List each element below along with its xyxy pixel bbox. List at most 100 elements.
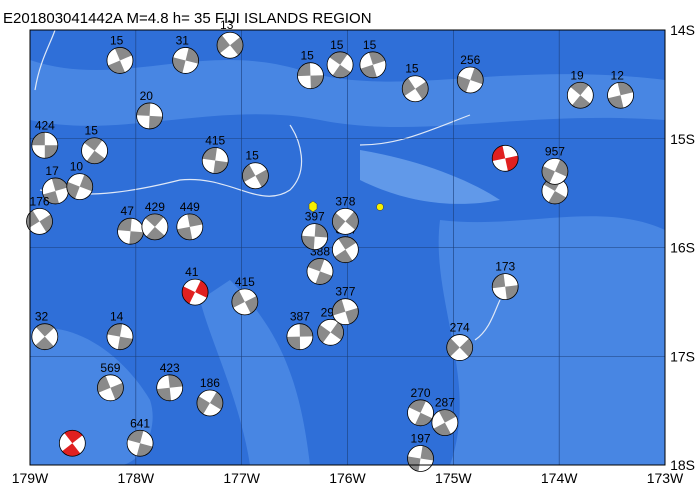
beachball (401, 75, 429, 103)
beachball (317, 318, 344, 346)
compressional-quadrant (543, 177, 567, 204)
depth-label: 424 (35, 118, 55, 132)
depth-label: 377 (335, 285, 355, 299)
beachball-outline (106, 323, 134, 351)
lat-tick-label: 16S (670, 240, 695, 256)
compressional-quadrant (332, 211, 359, 232)
beachball-outline (136, 102, 163, 130)
beachball (359, 51, 387, 79)
beachball (81, 137, 108, 165)
lon-tick-label: 179W (12, 470, 49, 486)
beachball-outline (491, 273, 519, 301)
depth-label: 569 (100, 361, 120, 375)
depth-label: 19 (570, 68, 584, 82)
depth-label: 15 (300, 49, 314, 63)
station-marker (376, 203, 384, 211)
beachball-outline (306, 258, 334, 285)
beachball (181, 278, 209, 306)
plate-boundaries (34, 29, 501, 341)
beachball-outline (58, 429, 86, 457)
beachball-outline (201, 147, 229, 174)
depth-label: 256 (460, 53, 480, 67)
lat-tick-label: 18S (670, 457, 695, 473)
depth-label: 641 (130, 416, 150, 430)
compressional-quadrant (297, 62, 324, 89)
depth-label: 957 (545, 144, 565, 158)
beachball (136, 102, 163, 130)
depth-label: 32 (35, 310, 49, 324)
compressional-quadrant (332, 299, 359, 325)
depth-label: 449 (180, 200, 200, 214)
compressional-quadrant (408, 399, 433, 426)
depth-label: 29 (321, 305, 335, 319)
depth-label: 13 (220, 18, 234, 32)
beachball (196, 389, 224, 417)
beachball-outline (216, 31, 244, 59)
depth-label: 387 (290, 310, 310, 324)
compressional-quadrant (26, 210, 53, 233)
depth-label: 197 (411, 431, 431, 445)
beachball (541, 157, 569, 185)
compressional-quadrant (172, 47, 199, 74)
beachball-outline (286, 323, 314, 351)
compressional-quadrant (492, 273, 519, 300)
compressional-quadrant (329, 51, 351, 78)
depth-label: 429 (145, 200, 165, 214)
station-marker (308, 200, 318, 213)
beachball (172, 47, 199, 74)
beachball (26, 207, 53, 235)
beachball (297, 62, 324, 90)
compressional-quadrant (231, 290, 258, 314)
depth-label: 15 (110, 33, 124, 47)
compressional-quadrant (84, 137, 105, 164)
lon-tick-label: 175W (435, 470, 472, 486)
beachball-outline (31, 131, 59, 159)
compressional-quadrant (307, 258, 333, 285)
compressional-quadrant (145, 213, 165, 240)
depth-label: 47 (121, 204, 135, 218)
axis-labels: 179W 178W 177W 176W 175W 174W 173W 14S 15S 16S 17S… (12, 22, 695, 486)
beachball (331, 298, 359, 326)
beachball-outline (331, 236, 359, 264)
map-frame (29, 29, 666, 466)
beachball-outline (196, 389, 224, 417)
compressional-quadrant (433, 409, 457, 436)
lon-tick-label: 176W (329, 470, 366, 486)
beachball-outline (431, 409, 459, 436)
compressional-quadrant (117, 218, 144, 245)
compressional-quadrant (402, 77, 429, 100)
compressional-quadrant (202, 147, 229, 174)
compressional-quadrant (607, 82, 634, 109)
lon-tick-label: 177W (223, 470, 260, 486)
beachball (106, 323, 134, 351)
lon-tick-label: 178W (118, 470, 155, 486)
compressional-quadrant (177, 213, 203, 240)
beachball-outline (242, 162, 269, 190)
beachball (106, 47, 134, 74)
beachball-outline (566, 81, 594, 109)
compressional-quadrant (136, 102, 163, 129)
beachball-outline (141, 213, 169, 241)
beachball (242, 162, 269, 190)
compressional-quadrant (334, 236, 357, 263)
depth-label: 10 (70, 160, 84, 174)
beachball (126, 429, 154, 457)
depth-label: 12 (611, 68, 625, 82)
depth-label: 14 (110, 310, 124, 324)
beachball-outline (491, 144, 519, 172)
compressional-quadrant (196, 391, 223, 415)
beachball-outline (301, 223, 329, 251)
depth-label: 270 (411, 386, 431, 400)
beachball-outline (331, 298, 359, 326)
beachball-outline (407, 399, 434, 427)
beachball (231, 288, 259, 316)
depth-label: 31 (176, 33, 190, 47)
beachball-outline (407, 445, 434, 472)
compressional-quadrant (216, 35, 244, 56)
beachball-outline (156, 374, 184, 402)
beachball-outline (401, 75, 429, 103)
title: E201803041442A M=4.8 h= 35 FIJI ISLANDS … (3, 10, 372, 27)
lat-tick-label: 17S (670, 348, 695, 364)
depth-label: 176 (30, 194, 50, 208)
